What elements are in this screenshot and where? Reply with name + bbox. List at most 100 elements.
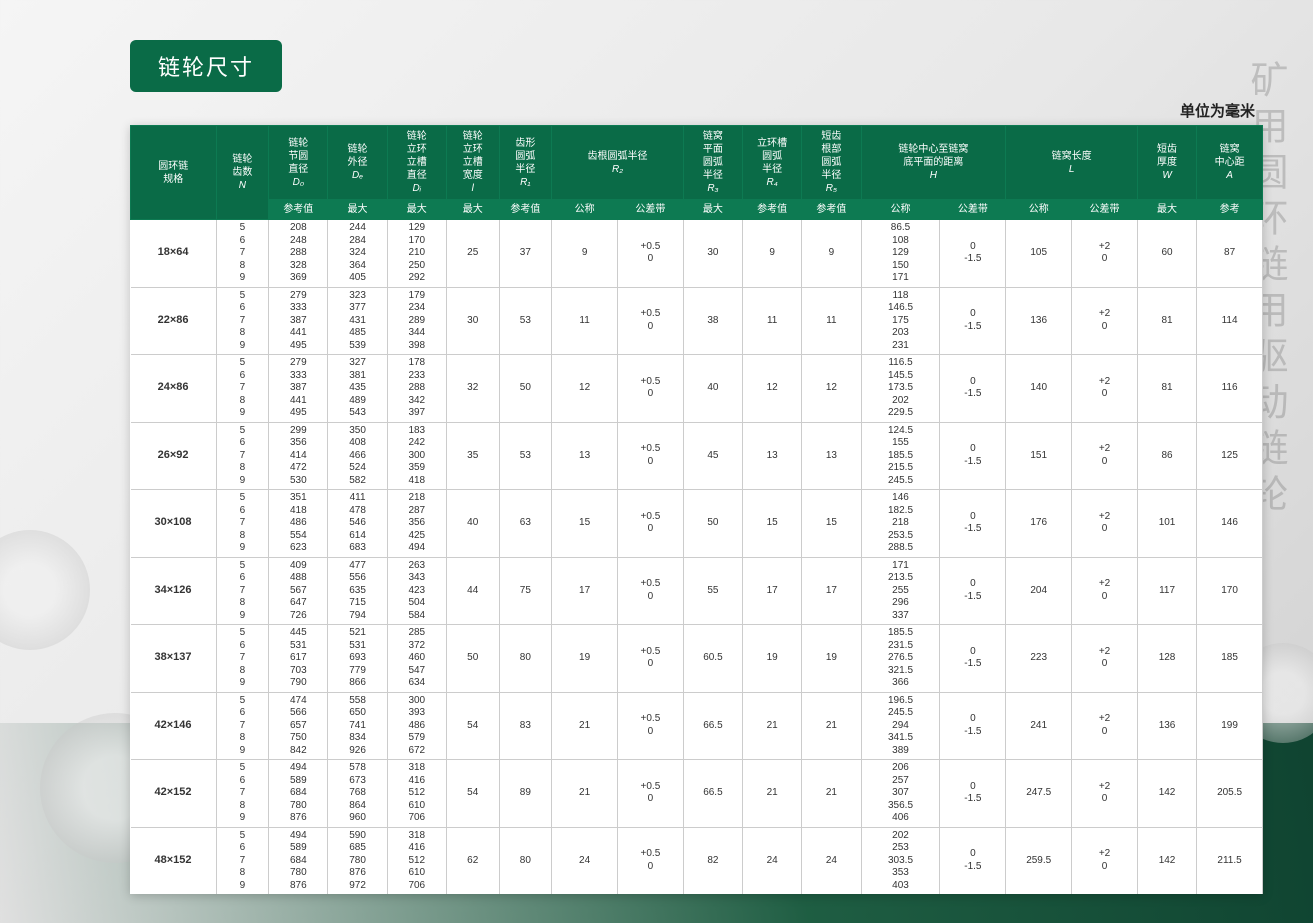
table-cell: +0.5 0	[618, 287, 684, 355]
table-row: 42×1525 6 7 8 9494 589 684 780 876578 67…	[131, 760, 1263, 828]
table-cell: 17	[552, 557, 618, 625]
unit-label: 单位为毫米	[130, 100, 1263, 121]
header-cell: 短齿 根部 圆弧 半径 R₅	[802, 126, 861, 200]
table-cell: 45	[683, 422, 742, 490]
table-cell: 55	[683, 557, 742, 625]
table-cell: +0.5 0	[618, 625, 684, 693]
table-cell: 409 488 567 647 726	[269, 557, 328, 625]
table-cell: 37	[499, 220, 552, 288]
subheader-cell: 最大	[683, 200, 742, 220]
table-cell: 327 381 435 489 543	[328, 355, 387, 423]
table-cell: 105	[1006, 220, 1072, 288]
table-cell: +0.5 0	[618, 827, 684, 894]
table-cell: 0 -1.5	[940, 625, 1006, 693]
table-cell: +0.5 0	[618, 355, 684, 423]
table-cell: 183 242 300 359 418	[387, 422, 446, 490]
table-cell: 0 -1.5	[940, 827, 1006, 894]
header-cell: 链轮中心至链窝 底平面的距离 H	[861, 126, 1006, 200]
table-cell: 80	[499, 827, 552, 894]
table-cell: 140	[1006, 355, 1072, 423]
table-cell: 42×146	[131, 692, 217, 760]
subheader-cell: 公差带	[618, 200, 684, 220]
table-cell: 30	[683, 220, 742, 288]
table-cell: 11	[743, 287, 802, 355]
subheader-cell: 参考值	[269, 200, 328, 220]
table-cell: 118 146.5 175 203 231	[861, 287, 940, 355]
table-cell: 13	[552, 422, 618, 490]
table-cell: 22×86	[131, 287, 217, 355]
table-cell: 24	[743, 827, 802, 894]
table-cell: 125	[1197, 422, 1263, 490]
table-cell: +0.5 0	[618, 692, 684, 760]
table-cell: 50	[446, 625, 499, 693]
table-cell: 9	[802, 220, 861, 288]
subheader-cell: 最大	[446, 200, 499, 220]
table-cell: 474 566 657 750 842	[269, 692, 328, 760]
table-cell: 247.5	[1006, 760, 1072, 828]
table-cell: 5 6 7 8 9	[216, 557, 269, 625]
table-cell: 21	[552, 692, 618, 760]
table-cell: +2 0	[1072, 827, 1138, 894]
table-cell: 5 6 7 8 9	[216, 827, 269, 894]
table-cell: +0.5 0	[618, 557, 684, 625]
table-row: 42×1465 6 7 8 9474 566 657 750 842558 65…	[131, 692, 1263, 760]
table-cell: 60.5	[683, 625, 742, 693]
table-cell: 0 -1.5	[940, 557, 1006, 625]
table-cell: +2 0	[1072, 692, 1138, 760]
table-cell: 66.5	[683, 692, 742, 760]
table-cell: 66.5	[683, 760, 742, 828]
table-cell: +0.5 0	[618, 490, 684, 558]
table-cell: 5 6 7 8 9	[216, 760, 269, 828]
table-cell: 63	[499, 490, 552, 558]
table-cell: 21	[552, 760, 618, 828]
table-cell: 32	[446, 355, 499, 423]
table-cell: 318 416 512 610 706	[387, 760, 446, 828]
table-cell: 128	[1137, 625, 1196, 693]
table-cell: 241	[1006, 692, 1072, 760]
table-cell: 116	[1197, 355, 1263, 423]
table-cell: 15	[743, 490, 802, 558]
table-cell: 50	[499, 355, 552, 423]
table-cell: 185	[1197, 625, 1263, 693]
table-cell: 75	[499, 557, 552, 625]
table-cell: 142	[1137, 827, 1196, 894]
table-cell: 13	[802, 422, 861, 490]
table-cell: 151	[1006, 422, 1072, 490]
table-cell: 21	[802, 692, 861, 760]
table-cell: 12	[802, 355, 861, 423]
header-cell: 圆环链 规格	[131, 126, 217, 220]
table-cell: 179 234 289 344 398	[387, 287, 446, 355]
table-cell: 170	[1197, 557, 1263, 625]
table-cell: 5 6 7 8 9	[216, 490, 269, 558]
table-cell: 42×152	[131, 760, 217, 828]
table-cell: 5 6 7 8 9	[216, 692, 269, 760]
table-cell: 38×137	[131, 625, 217, 693]
header-cell: 链轮 节圆 直径 D₀	[269, 126, 328, 200]
table-cell: 21	[743, 760, 802, 828]
table-row: 30×1085 6 7 8 9351 418 486 554 623411 47…	[131, 490, 1263, 558]
table-cell: 494 589 684 780 876	[269, 760, 328, 828]
table-cell: 146 182.5 218 253.5 288.5	[861, 490, 940, 558]
table-cell: 0 -1.5	[940, 220, 1006, 288]
table-cell: 263 343 423 504 584	[387, 557, 446, 625]
table-row: 26×925 6 7 8 9299 356 414 472 530350 408…	[131, 422, 1263, 490]
table-cell: 244 284 324 364 405	[328, 220, 387, 288]
header-cell: 链窝 平面 圆弧 半径 R₃	[683, 126, 742, 200]
subheader-cell: 公称	[552, 200, 618, 220]
table-cell: 218 287 356 425 494	[387, 490, 446, 558]
table-cell: 5 6 7 8 9	[216, 220, 269, 288]
subheader-cell: 公差带	[940, 200, 1006, 220]
spec-table: 圆环链 规格链轮 齿数 N链轮 节圆 直径 D₀链轮 外径 Dₑ链轮 立环 立槽…	[130, 125, 1263, 894]
table-cell: 54	[446, 692, 499, 760]
table-cell: 208 248 288 328 369	[269, 220, 328, 288]
table-cell: 40	[446, 490, 499, 558]
header-cell: 链窝 中心距 A	[1197, 126, 1263, 200]
table-cell: 15	[802, 490, 861, 558]
table-row: 18×645 6 7 8 9208 248 288 328 369244 284…	[131, 220, 1263, 288]
table-cell: 101	[1137, 490, 1196, 558]
table-body: 18×645 6 7 8 9208 248 288 328 369244 284…	[131, 220, 1263, 895]
table-cell: 411 478 546 614 683	[328, 490, 387, 558]
table-cell: 18×64	[131, 220, 217, 288]
table-cell: +2 0	[1072, 625, 1138, 693]
table-cell: 82	[683, 827, 742, 894]
